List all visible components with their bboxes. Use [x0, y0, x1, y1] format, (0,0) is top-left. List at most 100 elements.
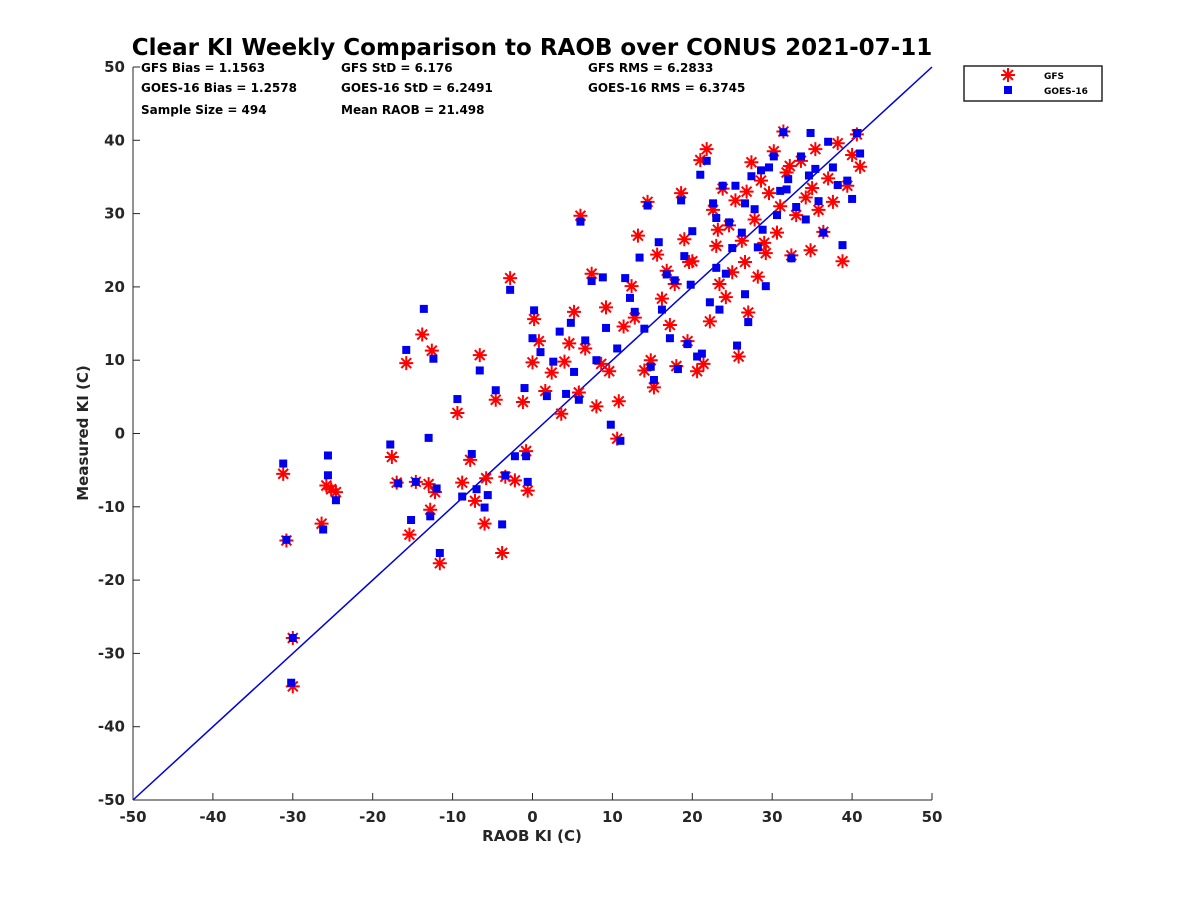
- chart-title: Clear KI Weekly Comparison to RAOB over …: [132, 35, 932, 61]
- gfs-point: [696, 356, 711, 371]
- gfs-point: [515, 394, 530, 409]
- gfs-point: [662, 318, 677, 333]
- goes-16-point: [709, 199, 718, 208]
- goes-16-point: [520, 384, 529, 393]
- goes-16-point: [757, 166, 766, 175]
- gfs-point: [415, 327, 430, 342]
- goes-16-point: [670, 276, 679, 285]
- goes-16-point: [747, 172, 756, 181]
- gfs-point: [789, 208, 804, 223]
- goes-16-point: [796, 152, 805, 161]
- legend-box: [963, 65, 1103, 102]
- y-tick-label: 10: [104, 351, 125, 369]
- plot-area: -50 -40 -30 -20 -10 0 10 20 30 40 50 -50-40-30-20-…: [98, 58, 943, 826]
- y-tick-label: 50: [104, 58, 125, 76]
- goes-16-point: [649, 375, 658, 384]
- gfs-point: [531, 334, 546, 349]
- goes-16-point: [501, 471, 510, 480]
- gfs-point: [507, 473, 522, 488]
- goes-16-point: [665, 334, 674, 343]
- reference-1-to-1-line: [132, 66, 933, 801]
- goes-16-point: [814, 197, 823, 206]
- goes-16-point: [833, 181, 842, 190]
- goes-16-point: [574, 395, 583, 404]
- goes-16-point: [828, 163, 837, 172]
- gfs-point: [825, 194, 840, 209]
- gfs-point: [562, 336, 577, 351]
- goes-16-point: [725, 218, 734, 227]
- gfs-point: [646, 380, 661, 395]
- legend-goes-16-label: GOES-16: [1044, 87, 1088, 97]
- gfs-point: [594, 356, 609, 371]
- goes-16-point: [581, 336, 590, 345]
- gfs-bias-text: GFS Bias = 1.1563: [141, 61, 265, 75]
- x-tick-label: -50: [119, 808, 146, 826]
- mean-raob-text: Mean RAOB = 21.498: [341, 103, 485, 117]
- goes-16-point: [792, 203, 801, 212]
- gfs-point: [554, 406, 569, 421]
- goes-16-point: [576, 217, 585, 226]
- gfs-series: [276, 124, 868, 694]
- goes-16-point: [737, 228, 746, 237]
- y-tick-label: -10: [98, 498, 125, 516]
- goes-16-point: [587, 277, 596, 286]
- gfs-point: [808, 142, 823, 157]
- goes-16-point: [753, 243, 762, 252]
- goes-16-point: [498, 520, 507, 529]
- goes-16-point: [693, 352, 702, 361]
- goes-16-point: [776, 186, 785, 195]
- goes-16-point: [510, 452, 519, 461]
- goes-16-point: [654, 238, 663, 247]
- gfs-point: [725, 265, 740, 280]
- gfs-point: [630, 228, 645, 243]
- gfs-point: [527, 312, 542, 327]
- goes-16-point: [467, 450, 476, 459]
- goes-16-point: [705, 298, 714, 307]
- goes-16-point: [602, 323, 611, 332]
- gfs-point: [589, 399, 604, 414]
- gfs-point: [627, 310, 642, 325]
- gfs-point: [643, 353, 658, 368]
- x-tick-label: 30: [762, 808, 783, 826]
- goes-16-point: [555, 327, 564, 336]
- goes-16-point: [402, 345, 411, 354]
- goes-16-point: [804, 171, 813, 180]
- goes-16-point: [680, 252, 689, 261]
- goes-16-point: [635, 253, 644, 262]
- goes-16-point: [549, 357, 558, 366]
- gfs-point: [503, 271, 518, 286]
- y-tick-label: 0: [115, 425, 125, 443]
- goes-16-point: [824, 137, 833, 146]
- goes-16-point: [643, 201, 652, 210]
- gfs-std-text: GFS StD = 6.176: [341, 61, 453, 75]
- goes-16-point: [686, 280, 695, 289]
- goes-16-point: [522, 452, 531, 461]
- gfs-point: [728, 193, 743, 208]
- gfs-point: [399, 356, 414, 371]
- goes-16-point: [806, 128, 815, 137]
- goes-16-point: [787, 254, 796, 263]
- goes-16-point: [432, 484, 441, 493]
- gfs-point: [757, 235, 772, 250]
- gfs-point: [599, 300, 614, 315]
- goes-16-point: [542, 392, 551, 401]
- goes-16-point: [323, 471, 332, 480]
- goes-16-point: [673, 364, 682, 373]
- goes-16-point: [282, 535, 291, 544]
- gfs-point: [830, 136, 845, 151]
- goes-16-point: [677, 196, 686, 205]
- gfs-point: [463, 452, 478, 467]
- goes-16-point: [592, 356, 601, 365]
- goes-16-point: [331, 496, 340, 505]
- y-tick-label: 30: [104, 205, 125, 223]
- gfs-point: [710, 222, 725, 237]
- gfs-point: [479, 471, 494, 486]
- gfs-point: [769, 225, 784, 240]
- goes-16-point: [458, 492, 467, 501]
- gfs-point: [616, 319, 631, 334]
- gfs-point: [324, 482, 339, 497]
- goes-16-point: [523, 477, 532, 486]
- goes-16-point: [625, 293, 634, 302]
- goes-16-point: [657, 305, 666, 314]
- gfs-point: [677, 232, 692, 247]
